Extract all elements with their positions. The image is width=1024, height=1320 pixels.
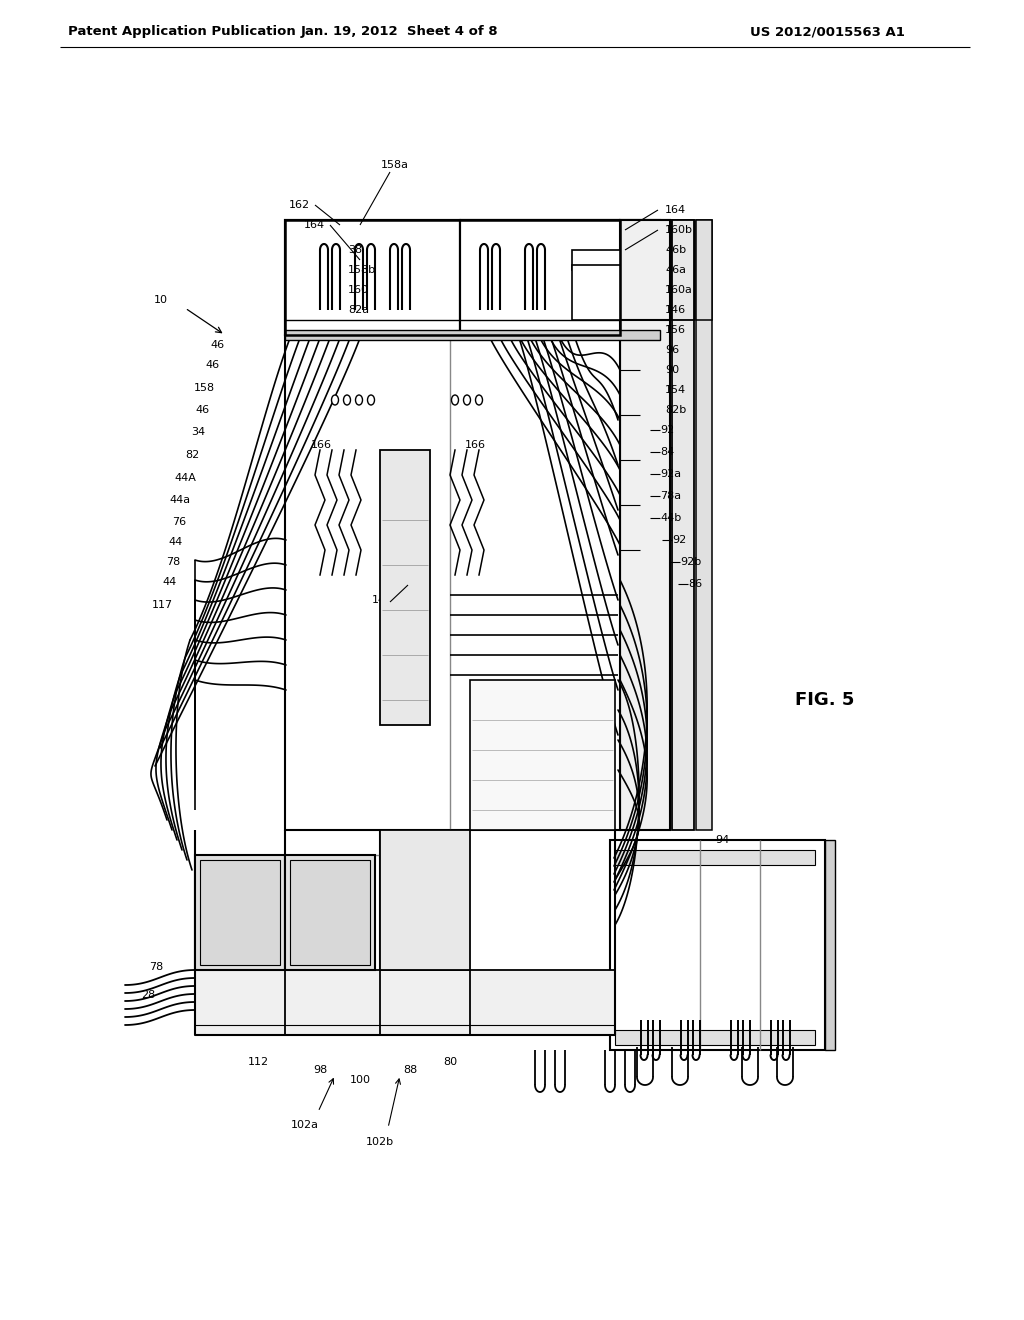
Text: 114: 114: [404, 915, 426, 925]
Text: 148: 148: [372, 595, 393, 605]
Bar: [672, 220, 694, 830]
Text: Jan. 19, 2012  Sheet 4 of 8: Jan. 19, 2012 Sheet 4 of 8: [301, 25, 499, 38]
Bar: [285, 330, 660, 341]
Text: 82b: 82b: [665, 405, 686, 414]
Text: 92: 92: [672, 535, 686, 545]
Text: 160: 160: [348, 285, 369, 294]
Text: US 2012/0015563 A1: US 2012/0015563 A1: [750, 25, 905, 38]
Text: 86: 86: [688, 579, 702, 589]
Text: 158: 158: [194, 383, 215, 393]
Bar: [620, 220, 670, 319]
Text: 46b: 46b: [665, 246, 686, 255]
Ellipse shape: [332, 395, 339, 405]
Text: 80: 80: [443, 1057, 457, 1067]
Text: 82: 82: [185, 450, 200, 459]
Text: 94: 94: [715, 836, 729, 845]
Text: 158a: 158a: [381, 160, 409, 170]
Bar: [195, 855, 285, 970]
Text: 146: 146: [665, 305, 686, 315]
Text: 92: 92: [660, 425, 674, 436]
Bar: [380, 830, 470, 970]
Bar: [285, 220, 460, 335]
Text: 46: 46: [211, 341, 225, 350]
Text: 102b: 102b: [366, 1137, 394, 1147]
Bar: [285, 220, 620, 335]
Text: 100: 100: [349, 1074, 371, 1085]
Text: 160b: 160b: [665, 224, 693, 235]
Text: 44: 44: [163, 577, 177, 587]
Text: 46: 46: [206, 360, 220, 370]
Text: 46a: 46a: [665, 265, 686, 275]
Bar: [615, 1030, 815, 1045]
Text: 44b: 44b: [660, 513, 681, 523]
Text: 98: 98: [313, 1065, 327, 1074]
Ellipse shape: [452, 395, 459, 405]
Text: 34: 34: [190, 426, 205, 437]
Bar: [285, 335, 620, 830]
Text: 84: 84: [660, 447, 674, 457]
Text: 82a: 82a: [348, 305, 369, 315]
Text: 102a: 102a: [291, 1119, 319, 1130]
Text: 38: 38: [348, 246, 362, 255]
Text: 78: 78: [166, 557, 180, 568]
Bar: [195, 970, 615, 1035]
Text: 78a: 78a: [660, 491, 681, 502]
Text: FIG. 5: FIG. 5: [795, 690, 854, 709]
Text: 92b: 92b: [680, 557, 701, 568]
Ellipse shape: [355, 395, 362, 405]
Bar: [460, 220, 620, 335]
Bar: [572, 249, 620, 271]
Text: 28: 28: [140, 990, 155, 1001]
Bar: [696, 220, 712, 319]
Text: 46: 46: [196, 405, 210, 414]
Text: 92a: 92a: [660, 469, 681, 479]
Text: Patent Application Publication: Patent Application Publication: [68, 25, 296, 38]
Text: 78: 78: [148, 962, 163, 972]
Text: 44a: 44a: [170, 495, 191, 506]
Ellipse shape: [464, 395, 470, 405]
Text: 166: 166: [465, 440, 486, 450]
Text: 156: 156: [665, 325, 686, 335]
Text: 76: 76: [172, 517, 186, 527]
Text: 96: 96: [665, 345, 679, 355]
Text: 44A: 44A: [174, 473, 196, 483]
Text: 44: 44: [169, 537, 183, 546]
Text: 164: 164: [665, 205, 686, 215]
Ellipse shape: [368, 395, 375, 405]
Text: 166: 166: [311, 440, 332, 450]
Bar: [470, 680, 615, 830]
Bar: [672, 220, 694, 319]
Text: 88: 88: [402, 1065, 417, 1074]
Bar: [615, 850, 815, 865]
Text: 112: 112: [248, 1057, 268, 1067]
Text: 160a: 160a: [665, 285, 693, 294]
Text: 164: 164: [304, 220, 325, 230]
Text: 90: 90: [665, 366, 679, 375]
Ellipse shape: [475, 395, 482, 405]
Bar: [290, 861, 370, 965]
Bar: [285, 855, 375, 970]
Bar: [825, 840, 835, 1049]
Bar: [285, 220, 660, 335]
Text: 117: 117: [349, 884, 371, 895]
Bar: [620, 220, 670, 830]
Text: 117: 117: [152, 601, 173, 610]
Text: 117: 117: [450, 884, 471, 895]
Bar: [380, 450, 430, 725]
Text: 154: 154: [665, 385, 686, 395]
Bar: [610, 840, 825, 1049]
Bar: [696, 220, 712, 830]
Bar: [200, 861, 280, 965]
Text: 158b: 158b: [348, 265, 376, 275]
Text: 78b: 78b: [404, 935, 426, 945]
Bar: [572, 265, 620, 319]
Ellipse shape: [343, 395, 350, 405]
Text: 162: 162: [289, 201, 310, 210]
Text: 10: 10: [154, 294, 168, 305]
